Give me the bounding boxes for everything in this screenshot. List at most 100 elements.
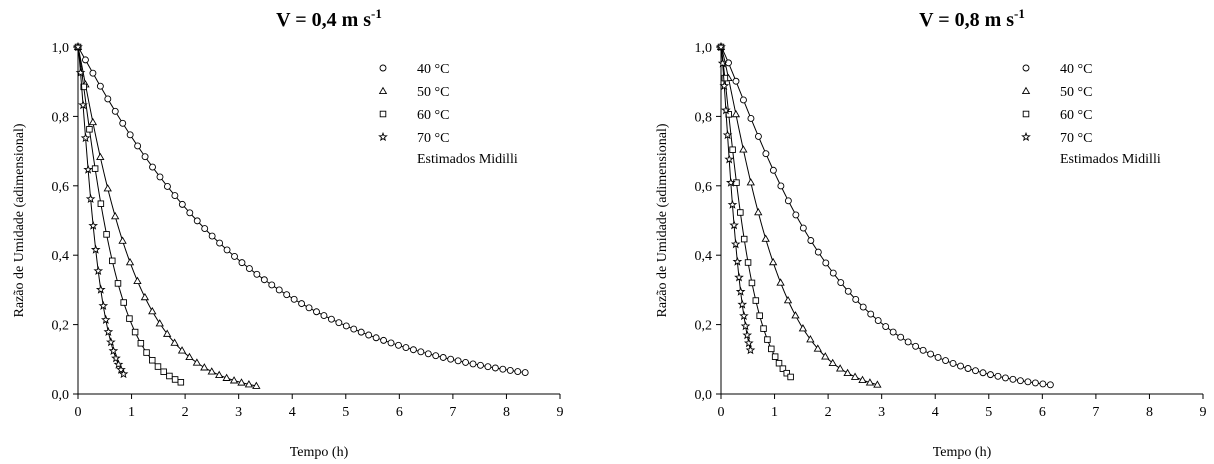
data-point bbox=[252, 381, 261, 389]
data-point bbox=[111, 107, 119, 115]
x-tick-label: 2 bbox=[825, 405, 832, 420]
data-point bbox=[104, 95, 112, 103]
data-point bbox=[737, 209, 744, 216]
data-point bbox=[229, 376, 239, 384]
data-point bbox=[828, 358, 837, 367]
legend-marker bbox=[1022, 64, 1030, 72]
data-point bbox=[439, 354, 447, 361]
data-point bbox=[454, 357, 462, 365]
data-point bbox=[777, 182, 785, 190]
data-point bbox=[844, 287, 852, 295]
data-point bbox=[114, 280, 122, 287]
data-point bbox=[867, 310, 875, 318]
data-point bbox=[740, 96, 747, 104]
data-point bbox=[821, 352, 830, 360]
x-tick-label: 9 bbox=[1200, 405, 1207, 420]
data-point bbox=[106, 337, 116, 347]
data-point bbox=[170, 338, 179, 346]
data-point bbox=[357, 328, 365, 336]
data-point bbox=[335, 319, 343, 327]
legend-label: 50 °C bbox=[417, 85, 449, 100]
x-tick-label: 0 bbox=[75, 405, 82, 420]
data-point bbox=[735, 286, 746, 296]
data-point bbox=[807, 237, 815, 244]
data-point bbox=[178, 200, 186, 208]
data-point bbox=[858, 375, 867, 383]
data-point bbox=[75, 67, 86, 77]
series-2-points bbox=[716, 42, 882, 388]
data-point bbox=[979, 369, 987, 377]
series-4-points bbox=[716, 41, 756, 355]
data-point bbox=[822, 259, 830, 267]
data-point bbox=[837, 279, 845, 286]
data-point bbox=[760, 325, 767, 332]
data-point bbox=[98, 300, 109, 310]
data-point bbox=[116, 364, 126, 374]
data-point bbox=[912, 342, 920, 350]
data-point bbox=[409, 346, 417, 354]
chart-title: V = 0,8 m s-1 bbox=[919, 6, 1025, 31]
data-point bbox=[731, 109, 741, 118]
data-point bbox=[93, 265, 104, 276]
data-point bbox=[462, 358, 470, 366]
data-point bbox=[919, 346, 927, 354]
data-point bbox=[716, 41, 726, 52]
data-point bbox=[100, 314, 111, 324]
data-point bbox=[200, 363, 209, 371]
data-point bbox=[231, 252, 238, 260]
series-4-points bbox=[73, 41, 129, 379]
data-point bbox=[154, 363, 162, 370]
data-point bbox=[177, 379, 185, 386]
x-tick-label: 0 bbox=[718, 405, 725, 420]
data-point bbox=[1039, 380, 1047, 388]
data-point bbox=[447, 355, 455, 363]
legend-marker bbox=[378, 86, 388, 95]
x-tick-label: 4 bbox=[289, 405, 296, 420]
x-tick-label: 2 bbox=[182, 405, 189, 420]
data-point bbox=[752, 297, 760, 304]
data-point bbox=[994, 372, 1002, 380]
y-tick-label: 0,8 bbox=[52, 110, 70, 125]
data-point bbox=[80, 83, 87, 91]
data-point bbox=[771, 353, 779, 360]
fit-curve bbox=[720, 46, 791, 378]
data-point bbox=[83, 164, 93, 174]
data-point bbox=[395, 341, 402, 349]
data-point bbox=[268, 281, 276, 289]
data-point bbox=[372, 334, 380, 342]
data-point bbox=[96, 82, 104, 90]
data-point bbox=[484, 363, 492, 371]
data-point bbox=[719, 80, 730, 91]
data-point bbox=[721, 105, 731, 115]
data-point bbox=[934, 353, 942, 361]
data-point bbox=[740, 321, 751, 331]
data-point bbox=[245, 265, 253, 273]
data-point bbox=[148, 306, 157, 315]
data-point bbox=[350, 325, 358, 333]
y-tick-label: 0,6 bbox=[695, 180, 713, 195]
data-point bbox=[813, 344, 822, 352]
data-point bbox=[769, 166, 777, 174]
data-point bbox=[111, 353, 121, 363]
data-point bbox=[732, 77, 740, 85]
data-point bbox=[192, 358, 202, 366]
data-point bbox=[118, 236, 127, 244]
data-point bbox=[873, 380, 882, 388]
data-point bbox=[865, 378, 875, 386]
data-point bbox=[859, 303, 867, 311]
data-point bbox=[126, 315, 133, 322]
data-point bbox=[725, 59, 732, 67]
data-point bbox=[260, 276, 268, 284]
y-tick-label: 0,8 bbox=[695, 110, 713, 125]
x-tick-label: 7 bbox=[449, 405, 456, 420]
data-point bbox=[298, 300, 306, 308]
x-tick-label: 5 bbox=[342, 405, 349, 420]
legend-marker bbox=[378, 131, 388, 142]
data-point bbox=[949, 359, 957, 367]
data-point bbox=[160, 368, 167, 376]
x-axis-label: Tempo (h) bbox=[290, 445, 349, 460]
legend-marker bbox=[1022, 110, 1030, 118]
data-point bbox=[1009, 375, 1017, 383]
legend-marker bbox=[379, 110, 387, 118]
data-point bbox=[103, 184, 112, 192]
